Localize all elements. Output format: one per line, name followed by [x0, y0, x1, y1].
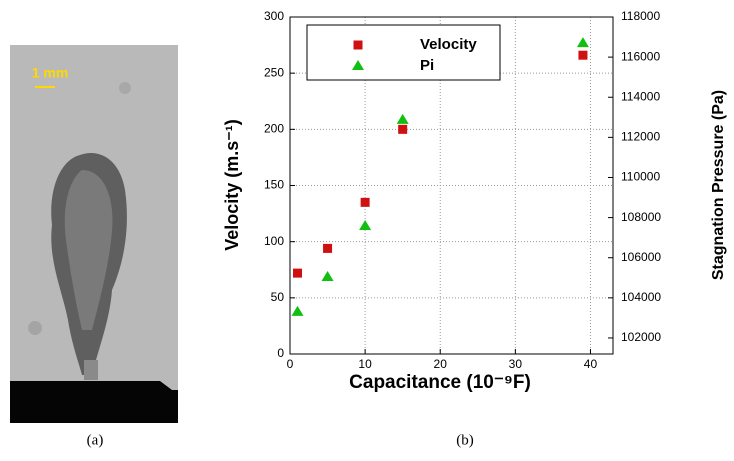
- y2-tick-label: 114000: [621, 89, 660, 103]
- photo: 1 mm: [10, 45, 178, 423]
- marker: [359, 220, 372, 231]
- y2-tick-label: 110000: [621, 170, 660, 184]
- y2-tick-label: 116000: [621, 49, 660, 63]
- marker: [323, 243, 333, 253]
- y-tick-label: 200: [264, 122, 284, 136]
- marker: [578, 50, 588, 60]
- y2-tick-label: 104000: [621, 290, 661, 304]
- y-tick-label: 300: [264, 9, 284, 23]
- legend-box: [306, 24, 501, 81]
- y2-tick-label: 108000: [621, 210, 661, 224]
- marker: [360, 197, 370, 207]
- y-tick-label: 100: [264, 234, 284, 248]
- caption: (b): [456, 432, 474, 448]
- x-axis-title: Capacitance (10⁻⁹F): [349, 372, 531, 393]
- x-tick-label: 10: [358, 357, 372, 371]
- legend-marker: [352, 60, 364, 70]
- y2-tick-label: 102000: [621, 330, 661, 344]
- y-tick-label: 0: [277, 346, 284, 360]
- y-tick-label: 250: [264, 65, 284, 79]
- y-tick-label: 150: [264, 178, 284, 192]
- x-tick-label: 0: [287, 357, 294, 371]
- marker: [293, 268, 303, 278]
- y2-tick-label: 118000: [621, 9, 660, 23]
- y2-tick-label: 112000: [621, 130, 660, 144]
- y-axis-title: Velocity (m.s⁻¹): [222, 119, 242, 251]
- x-tick-label: 40: [584, 357, 598, 371]
- legend-marker: [353, 40, 363, 50]
- marker: [576, 37, 589, 48]
- y-tick-label: 50: [271, 290, 285, 304]
- y2-axis-title: Stagnation Pressure (Pa): [710, 90, 727, 280]
- marker: [291, 305, 304, 316]
- caption: (a): [87, 432, 104, 448]
- marker: [398, 124, 408, 134]
- marker: [321, 270, 334, 281]
- marker: [396, 113, 409, 124]
- plot-frame: [289, 16, 614, 355]
- x-tick-label: 30: [509, 357, 523, 371]
- legend-label: Velocity: [420, 36, 477, 53]
- y2-tick-label: 106000: [621, 250, 661, 264]
- x-tick-label: 20: [434, 357, 448, 371]
- scale-label: 1 mm: [32, 65, 69, 81]
- legend-label: Pi: [420, 57, 434, 74]
